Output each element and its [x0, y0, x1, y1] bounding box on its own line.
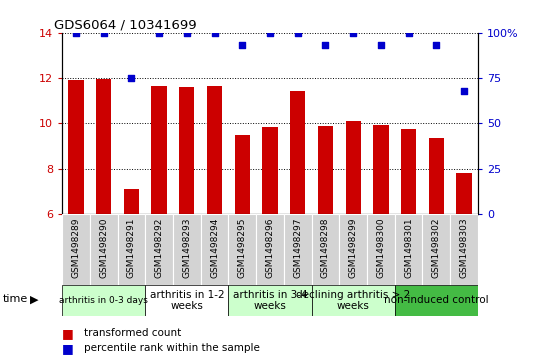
Text: GSM1498289: GSM1498289	[71, 218, 80, 278]
Bar	[124, 189, 139, 214]
Text: ▶: ▶	[30, 294, 38, 305]
Bar	[367, 214, 395, 285]
Text: arthritis in 3-4
weeks: arthritis in 3-4 weeks	[233, 290, 307, 311]
Bar	[346, 121, 361, 214]
Text: GSM1498300: GSM1498300	[376, 218, 386, 278]
Text: non-induced control: non-induced control	[384, 295, 489, 305]
Point	[293, 30, 302, 36]
Bar	[339, 214, 367, 285]
Point	[72, 30, 80, 36]
Text: GSM1498302: GSM1498302	[432, 218, 441, 278]
Text: arthritis in 1-2
weeks: arthritis in 1-2 weeks	[150, 290, 224, 311]
Bar	[173, 214, 201, 285]
Bar	[422, 214, 450, 285]
Text: percentile rank within the sample: percentile rank within the sample	[84, 343, 260, 354]
Text: transformed count: transformed count	[84, 328, 181, 338]
Point	[183, 30, 191, 36]
Text: GSM1498303: GSM1498303	[460, 218, 469, 278]
Bar	[96, 79, 111, 214]
Bar	[456, 174, 471, 214]
Bar	[395, 285, 478, 316]
Point	[460, 88, 468, 94]
Text: GSM1498291: GSM1498291	[127, 218, 136, 278]
Bar	[318, 126, 333, 214]
Point	[404, 30, 413, 36]
Bar	[395, 214, 422, 285]
Bar	[62, 285, 145, 316]
Point	[155, 30, 164, 36]
Text: GSM1498293: GSM1498293	[183, 218, 191, 278]
Point	[349, 30, 357, 36]
Text: GSM1498295: GSM1498295	[238, 218, 247, 278]
Bar	[235, 135, 250, 214]
Bar	[401, 129, 416, 214]
Text: GSM1498298: GSM1498298	[321, 218, 330, 278]
Bar	[256, 214, 284, 285]
Point	[376, 42, 385, 48]
Bar	[228, 285, 312, 316]
Bar	[312, 285, 395, 316]
Bar	[284, 214, 312, 285]
Bar	[450, 214, 478, 285]
Text: ■: ■	[62, 327, 74, 340]
Text: arthritis in 0-3 days: arthritis in 0-3 days	[59, 296, 148, 305]
Point	[127, 75, 136, 81]
Point	[321, 42, 330, 48]
Point	[99, 30, 108, 36]
Point	[210, 30, 219, 36]
Bar	[90, 214, 118, 285]
Text: time: time	[3, 294, 28, 305]
Text: GDS6064 / 10341699: GDS6064 / 10341699	[54, 19, 197, 32]
Bar	[179, 87, 194, 214]
Bar	[145, 214, 173, 285]
Bar	[373, 125, 388, 214]
Bar	[118, 214, 145, 285]
Point	[238, 42, 247, 48]
Point	[266, 30, 274, 36]
Text: GSM1498301: GSM1498301	[404, 218, 413, 278]
Text: ■: ■	[62, 342, 74, 355]
Bar	[145, 285, 228, 316]
Bar	[201, 214, 228, 285]
Bar	[312, 214, 339, 285]
Bar	[228, 214, 256, 285]
Text: GSM1498299: GSM1498299	[349, 218, 357, 278]
Bar	[69, 80, 84, 214]
Bar	[62, 214, 90, 285]
Point	[432, 42, 441, 48]
Bar	[262, 127, 278, 214]
Text: GSM1498290: GSM1498290	[99, 218, 108, 278]
Text: GSM1498296: GSM1498296	[266, 218, 274, 278]
Bar	[429, 138, 444, 214]
Text: declining arthritis > 2
weeks: declining arthritis > 2 weeks	[296, 290, 410, 311]
Bar	[152, 86, 167, 214]
Text: GSM1498294: GSM1498294	[210, 218, 219, 278]
Bar	[207, 86, 222, 214]
Text: GSM1498297: GSM1498297	[293, 218, 302, 278]
Bar	[290, 90, 305, 214]
Text: GSM1498292: GSM1498292	[154, 218, 164, 278]
